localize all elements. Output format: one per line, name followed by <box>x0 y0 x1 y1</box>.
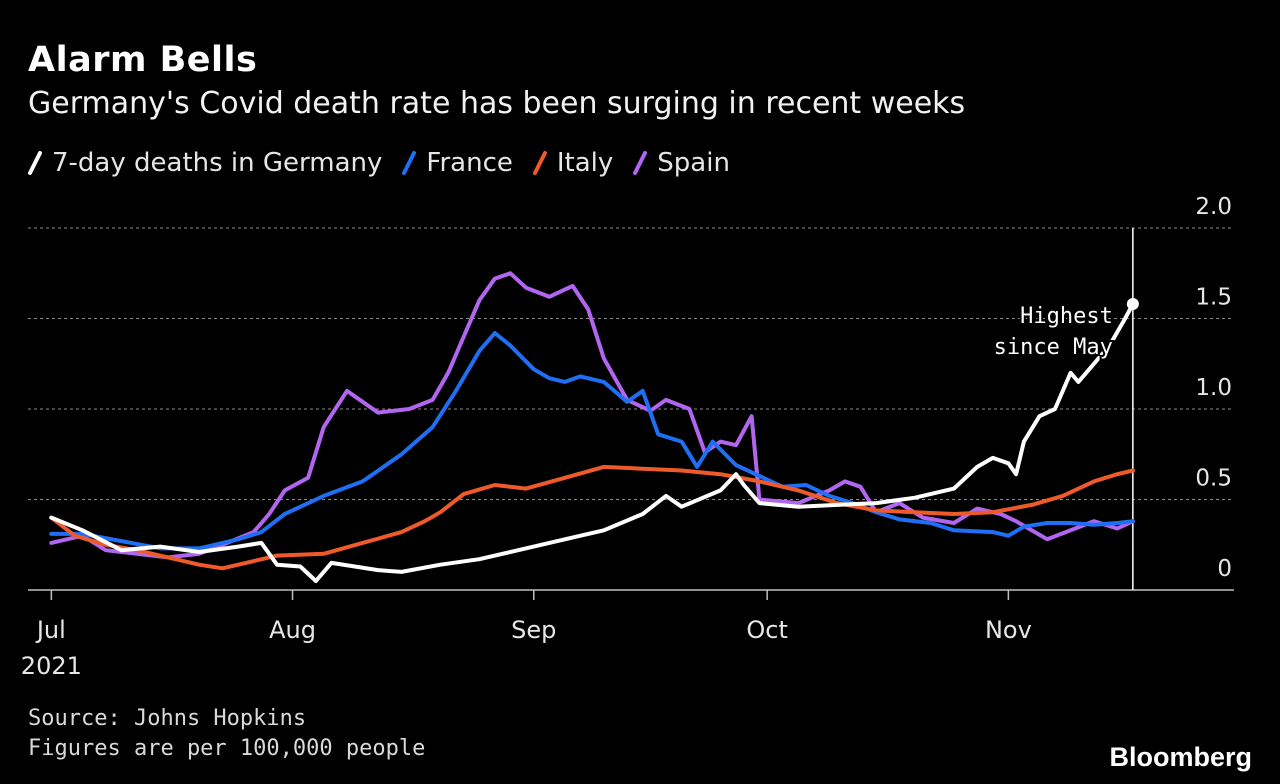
legend-label-spain: Spain <box>657 148 730 178</box>
legend-label-germany: 7-day deaths in Germany <box>52 148 383 178</box>
series-line-france <box>49 331 1135 551</box>
legend-item-spain: Spain <box>633 148 730 178</box>
chart-title: Alarm Bells <box>28 40 258 80</box>
line-chart: 0 0.5 1.0 1.5 2.0 Jul 2021 Aug Sep Oct Nov Highest s… <box>21 194 1234 680</box>
x-tick-sublabel: 2021 <box>21 652 82 680</box>
y-tick-label: 1.0 <box>1195 375 1232 401</box>
x-tick-label: Nov <box>985 616 1032 644</box>
chart-subtitle: Germany's Covid death rate has been surg… <box>28 86 966 121</box>
legend-item-germany: 7-day deaths in Germany <box>28 148 382 178</box>
legend-swatch-germany <box>28 149 42 177</box>
legend-item-france: France <box>402 148 513 178</box>
x-tick-label: Oct <box>746 616 788 644</box>
series-line-7-day-deaths-in-germany <box>49 302 1135 583</box>
x-tick-label: Jul <box>35 616 66 644</box>
legend-label-italy: Italy <box>556 148 614 178</box>
series-line-italy <box>49 464 1135 571</box>
annotation-point <box>1126 298 1139 311</box>
y-tick-label: 0 <box>1217 556 1232 582</box>
annotation-label-line1: Highest <box>1020 304 1113 329</box>
legend-item-italy: Italy <box>532 148 614 178</box>
y-tick-label: 2.0 <box>1195 194 1232 220</box>
y-tick-label: 1.5 <box>1195 285 1232 311</box>
x-tick-label: Sep <box>511 616 556 644</box>
legend-swatch-spain <box>633 149 648 177</box>
source-note: Source: Johns Hopkins Figures are per 10… <box>28 704 425 764</box>
series-line-spain <box>49 271 1135 560</box>
annotation-label-line2: since May <box>994 335 1113 360</box>
legend: 7-day deaths in Germany France Italy Spa… <box>28 148 750 178</box>
legend-label-france: France <box>426 148 513 178</box>
x-tick-label: Aug <box>269 616 316 644</box>
source-line: Source: Johns Hopkins <box>28 706 307 731</box>
legend-swatch-italy <box>532 149 547 177</box>
units-note: Figures are per 100,000 people <box>28 736 426 761</box>
legend-swatch-france <box>402 149 417 177</box>
bloomberg-logo: Bloomberg <box>1109 742 1252 772</box>
y-tick-label: 0.5 <box>1195 466 1232 492</box>
